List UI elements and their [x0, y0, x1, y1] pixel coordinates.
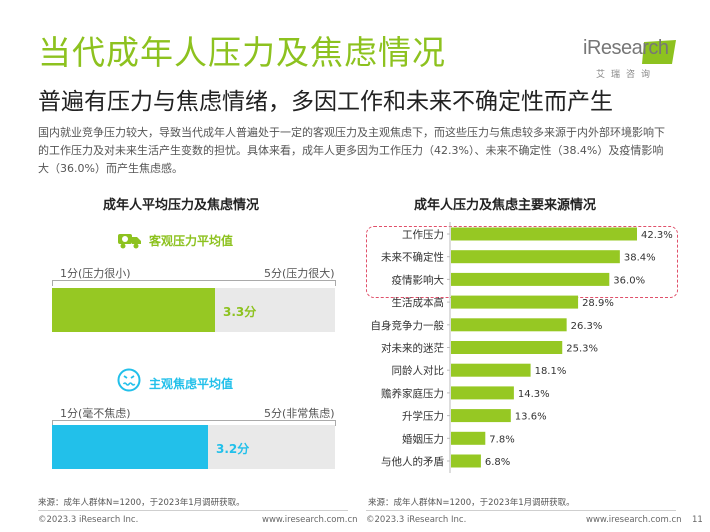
truck-stress-icon	[118, 234, 141, 249]
source-ranking-chart: 工作压力 42.3% 未来不确定性 38.4% 疫情影响大 36.0% 生活成本高 28.9%…	[371, 222, 673, 473]
ranking-value-label: 26.3%	[571, 321, 603, 332]
ranking-value-label: 36.0%	[613, 275, 645, 286]
ranking-bar	[451, 386, 514, 400]
pressure-scale-tick-right	[335, 280, 336, 286]
anxiety-scale-tick-right	[335, 420, 336, 426]
page-title: 当代成年人压力及焦虑情况	[38, 33, 446, 72]
anxiety-scale-line	[52, 420, 336, 421]
ranking-category-label: 对未来的迷茫	[381, 342, 444, 355]
pressure-scale-tick-left	[52, 280, 53, 286]
ranking-bar	[451, 272, 610, 286]
intro-paragraph: 国内就业竞争压力较大，导致当代成年人普遍处于一定的客观压力及主观焦虑下，而这些压…	[38, 126, 665, 175]
ranking-bar	[451, 431, 486, 445]
anxiety-bar-fill	[52, 425, 208, 469]
ranking-value-label: 42.3%	[641, 230, 673, 241]
ranking-category-label: 同龄人对比	[392, 364, 445, 377]
ranking-bar	[451, 227, 637, 241]
page-number: 11	[692, 515, 703, 525]
right-chart-title: 成年人压力及焦虑主要来源情况	[414, 198, 597, 213]
right-footer-url: www.iresearch.com.cn	[586, 515, 682, 525]
ranking-value-label: 6.8%	[485, 457, 510, 468]
left-source-note: 来源：成年人群体N=1200，于2023年1月调研获取。	[38, 498, 245, 508]
pressure-scale-max: 5分(压力很大)	[264, 267, 335, 280]
pressure-label: 客观压力平均值	[149, 234, 234, 248]
ranking-category-label: 与他人的矛盾	[381, 455, 444, 468]
ranking-value-label: 18.1%	[535, 366, 567, 377]
pressure-scale-line	[52, 280, 336, 281]
page-subtitle: 普遍有压力与焦虑情绪，多因工作和未来不确定性而产生	[38, 89, 613, 115]
left-footer-divider	[38, 510, 348, 511]
pressure-scale-min: 1分(压力很小)	[60, 267, 131, 280]
right-source-note: 来源：成年人群体N=1200，于2023年1月调研获取。	[368, 498, 575, 508]
left-chart-title: 成年人平均压力及焦虑情况	[103, 198, 260, 213]
left-footer-copyright: ©2023.3 iResearch Inc.	[38, 515, 139, 525]
anxiety-label: 主观焦虑平均值	[149, 377, 234, 391]
anxious-face-icon	[117, 368, 141, 392]
ranking-bar	[451, 341, 563, 354]
anxiety-scale-tick-left	[52, 420, 53, 426]
ranking-bar	[451, 409, 511, 423]
ranking-value-label: 13.6%	[515, 412, 547, 423]
ranking-category-label: 婚姻压力	[402, 432, 444, 445]
ranking-category-label: 生活成本高	[392, 296, 445, 309]
ranking-category-label: 疫情影响大	[392, 273, 445, 286]
ranking-category-label: 升学压力	[402, 410, 444, 423]
left-footer-url: www.iresearch.com.cn	[262, 515, 358, 525]
pressure-bar-fill	[52, 288, 215, 332]
logo-subtext: 艾瑞咨询	[596, 70, 657, 80]
ranking-bar	[451, 250, 620, 264]
ranking-value-label: 28.9%	[582, 298, 614, 309]
anxiety-score: 3.2分	[216, 442, 250, 456]
ranking-bar	[451, 363, 531, 377]
right-footer-copyright: ©2023.3 iResearch Inc.	[366, 515, 467, 525]
ranking-value-label: 7.8%	[489, 434, 514, 445]
ranking-bar	[451, 295, 579, 309]
pressure-score: 3.3分	[223, 305, 257, 319]
anxiety-scale-min: 1分(毫不焦虑)	[60, 407, 131, 420]
ranking-value-label: 38.4%	[624, 253, 656, 264]
ranking-value-label: 14.3%	[518, 389, 550, 400]
right-footer-divider	[366, 510, 676, 511]
anxiety-scale-max: 5分(非常焦虑)	[264, 407, 335, 420]
ranking-bar	[451, 318, 567, 332]
ranking-category-label: 未来不确定性	[381, 251, 444, 264]
ranking-bar	[451, 454, 481, 468]
ranking-category-label: 赡养家庭压力	[381, 387, 444, 400]
ranking-category-label: 自身竞争力一般	[371, 319, 445, 332]
iresearch-logo-mark	[642, 40, 676, 64]
ranking-category-label: 工作压力	[402, 228, 444, 241]
logo-text: iResearch	[583, 37, 669, 59]
ranking-value-label: 25.3%	[566, 344, 598, 355]
